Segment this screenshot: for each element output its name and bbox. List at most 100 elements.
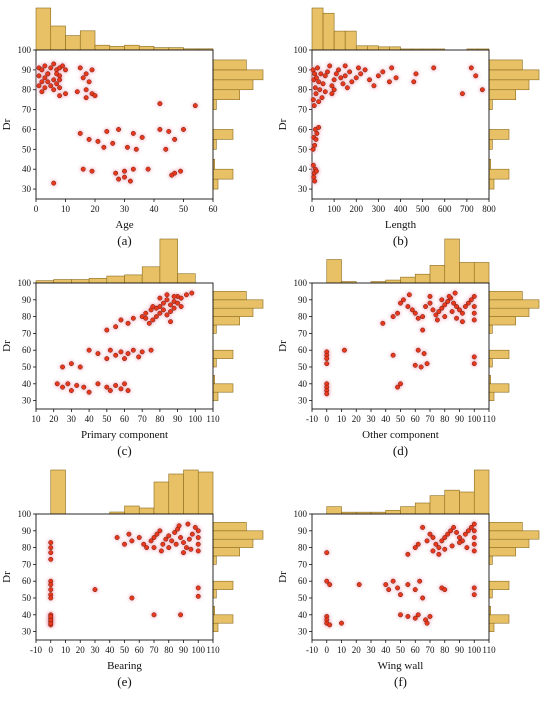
data-point: [415, 541, 421, 547]
x-tick-label: 20: [91, 204, 101, 214]
right-hist-bar: [488, 530, 540, 540]
right-hist-bar: [212, 383, 234, 393]
data-point: [148, 538, 154, 544]
data-point: [139, 134, 145, 140]
top-hist-bar: [65, 35, 81, 51]
data-point: [442, 546, 448, 552]
data-point: [424, 538, 430, 544]
y-tick-label: 30: [22, 627, 32, 637]
data-point: [178, 295, 184, 301]
data-point: [413, 71, 419, 77]
y-tick-label: 80: [22, 85, 32, 95]
data-point: [457, 307, 462, 313]
y-tick-label: 60: [22, 576, 32, 586]
data-point: [195, 593, 201, 599]
panel-label: (e): [117, 674, 131, 689]
data-point: [195, 548, 201, 554]
right-hist-bar: [488, 580, 510, 590]
top-hist-bar: [400, 506, 416, 515]
data-point: [116, 127, 122, 132]
x-tick-label: 0: [325, 645, 330, 655]
data-point: [169, 538, 175, 544]
data-point: [349, 79, 355, 85]
data-point: [80, 75, 86, 81]
data-point: [114, 535, 120, 540]
data-point: [322, 89, 328, 95]
data-point: [122, 381, 127, 387]
y-tick-label: 70: [298, 105, 308, 115]
top-hist-bar: [124, 274, 143, 284]
data-point: [311, 103, 317, 109]
data-point: [57, 77, 63, 83]
data-point: [157, 295, 163, 301]
right-hist-bar: [488, 547, 516, 557]
x-tick-label: -10: [306, 645, 318, 655]
data-point: [347, 69, 353, 75]
data-point: [420, 595, 426, 601]
data-point: [107, 347, 113, 353]
x-tick-label: 50: [396, 414, 406, 424]
data-point: [144, 545, 150, 551]
data-point: [313, 91, 319, 97]
data-point: [420, 327, 426, 333]
panel-e: -10 0 10 20 30 40 50 60 70 80 90 100 110304050607080…: [1, 469, 264, 689]
data-point: [314, 130, 320, 136]
data-point: [412, 587, 418, 593]
data-point: [331, 87, 337, 93]
data-point: [401, 297, 406, 303]
data-point: [339, 620, 344, 626]
data-point: [395, 310, 400, 316]
data-point: [60, 63, 65, 69]
data-point: [157, 528, 163, 534]
data-point: [371, 83, 377, 89]
data-point: [195, 528, 201, 534]
top-hist-bar: [444, 489, 460, 515]
data-point: [311, 174, 317, 180]
data-point: [338, 75, 344, 81]
data-point: [316, 99, 322, 105]
y-tick-label: 100: [294, 278, 308, 288]
data-point: [471, 354, 477, 360]
x-tick-label: 100: [327, 204, 341, 214]
data-point: [313, 136, 319, 142]
top-hist-bar: [344, 30, 357, 51]
data-point: [113, 383, 119, 388]
data-point: [412, 545, 418, 551]
data-point: [164, 292, 170, 298]
right-hist-bar: [488, 589, 493, 599]
data-point: [471, 521, 477, 527]
data-point: [465, 300, 471, 306]
x-axis-label: Length: [385, 219, 417, 231]
data-point: [139, 349, 145, 355]
right-hist-bar: [488, 129, 510, 140]
data-point: [60, 364, 65, 370]
right-hist-bar: [212, 168, 234, 180]
data-point: [89, 67, 95, 73]
data-point: [95, 381, 101, 387]
right-hist-bar: [212, 580, 234, 590]
data-point: [63, 67, 68, 73]
top-hist-bar: [367, 45, 379, 51]
data-point: [51, 87, 57, 93]
data-point: [324, 578, 330, 584]
panel-b: 0 100 200 300 400 500 600 700 800 30 40 50 60 70 80 90 1…: [277, 7, 540, 248]
data-point: [48, 595, 54, 601]
data-point: [116, 176, 122, 182]
data-point: [86, 389, 92, 395]
data-point: [454, 315, 459, 321]
data-point: [452, 290, 458, 296]
data-point: [95, 351, 101, 357]
y-tick-label: 100: [18, 278, 32, 288]
y-tick-label: 50: [22, 362, 32, 372]
y-tick-label: 90: [298, 526, 308, 536]
data-point: [195, 541, 201, 547]
data-point: [342, 63, 348, 69]
y-tick-label: 100: [294, 45, 308, 55]
data-point: [471, 535, 477, 540]
data-point: [86, 79, 92, 85]
data-point: [151, 545, 157, 551]
data-point: [367, 77, 372, 83]
data-point: [412, 310, 418, 316]
data-point: [320, 81, 326, 87]
data-point: [383, 582, 389, 588]
